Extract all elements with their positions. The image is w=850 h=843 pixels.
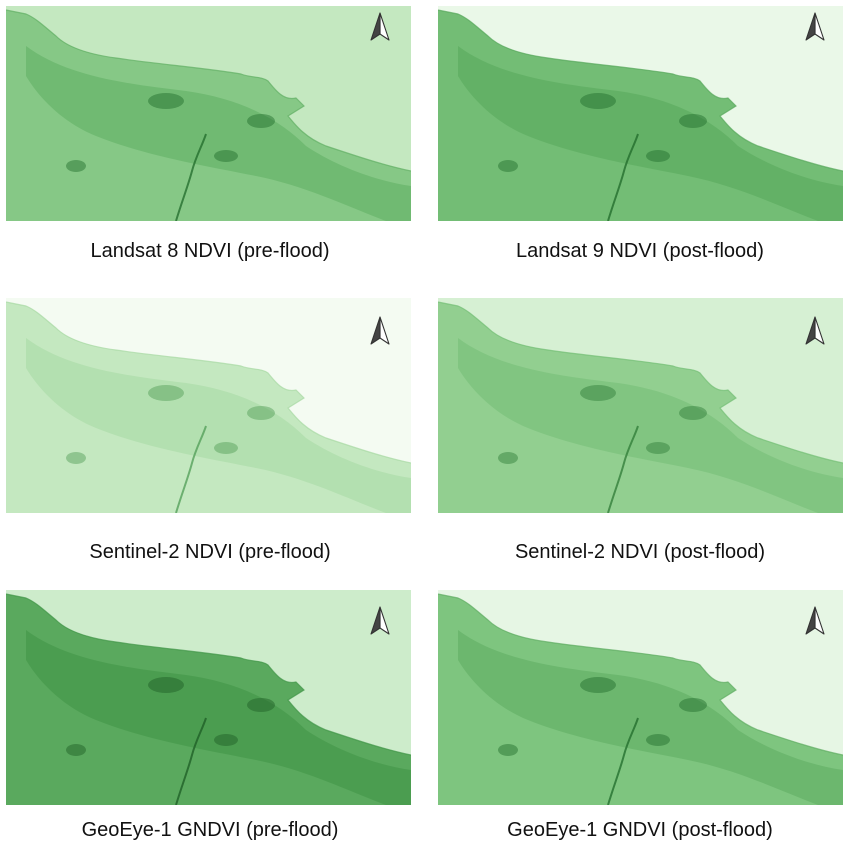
vegetation-patch <box>247 114 275 128</box>
map-caption: GeoEye-1 GNDVI (post-flood) <box>507 819 773 841</box>
coastline <box>6 9 411 172</box>
vegetation-patch <box>148 677 184 693</box>
coastline <box>6 301 411 464</box>
north-arrow-icon <box>370 12 390 41</box>
map-panel-geoeye1-post <box>438 590 843 805</box>
vegetation-patch <box>679 114 707 128</box>
vegetation-patch <box>646 442 670 454</box>
north-arrow-icon <box>805 12 825 41</box>
map-panel-landsat9-post <box>438 6 843 221</box>
north-arrow-icon <box>805 606 825 635</box>
river-line <box>607 133 639 221</box>
sea-area <box>438 298 843 463</box>
urban-area <box>26 46 411 221</box>
vegetation-patch <box>498 744 518 756</box>
sea-area <box>6 6 411 171</box>
sea-area <box>6 298 411 463</box>
sea-area <box>438 590 843 755</box>
vegetation-patch <box>148 385 184 401</box>
vegetation-patch <box>498 160 518 172</box>
ndvi-map <box>6 6 411 221</box>
vegetation-patch <box>646 734 670 746</box>
map-panel-geoeye1-pre <box>6 590 411 805</box>
map-caption: GeoEye-1 GNDVI (pre-flood) <box>81 819 339 841</box>
vegetation-patch <box>66 160 86 172</box>
map-caption: Sentinel-2 NDVI (post-flood) <box>514 541 766 563</box>
map-caption: Sentinel-2 NDVI (pre-flood) <box>89 541 331 563</box>
river-line <box>607 425 639 513</box>
vegetation-patch <box>498 452 518 464</box>
vegetation-patch <box>580 677 616 693</box>
river-line <box>175 717 207 805</box>
urban-area <box>458 46 843 221</box>
vegetation-patch <box>247 698 275 712</box>
coastline <box>6 593 411 756</box>
vegetation-patch <box>148 93 184 109</box>
vegetation-patch <box>214 734 238 746</box>
ndvi-map <box>438 6 843 221</box>
coastline <box>438 9 843 172</box>
coastline <box>438 301 843 464</box>
ndvi-map <box>438 298 843 513</box>
map-panel-landsat8-pre <box>6 6 411 221</box>
river-line <box>607 717 639 805</box>
sea-area <box>6 590 411 755</box>
north-arrow-icon <box>370 316 390 345</box>
river-line <box>175 425 207 513</box>
ndvi-map <box>6 298 411 513</box>
map-caption: Landsat 8 NDVI (pre-flood) <box>90 240 330 262</box>
vegetation-patch <box>679 698 707 712</box>
vegetation-patch <box>66 744 86 756</box>
gndvi-map <box>6 590 411 805</box>
coastline <box>438 593 843 756</box>
vegetation-patch <box>646 150 670 162</box>
map-panel-sentinel2-pre <box>6 298 411 513</box>
urban-area <box>458 630 843 805</box>
vegetation-patch <box>679 406 707 420</box>
vegetation-patch <box>66 452 86 464</box>
north-arrow-icon <box>805 316 825 345</box>
vegetation-patch <box>214 150 238 162</box>
river-line <box>175 133 207 221</box>
gndvi-map <box>438 590 843 805</box>
urban-area <box>26 630 411 805</box>
sea-area <box>438 6 843 171</box>
map-panel-sentinel2-post <box>438 298 843 513</box>
vegetation-patch <box>214 442 238 454</box>
vegetation-patch <box>580 385 616 401</box>
map-caption: Landsat 9 NDVI (post-flood) <box>516 240 764 262</box>
north-arrow-icon <box>370 606 390 635</box>
vegetation-patch <box>247 406 275 420</box>
vegetation-patch <box>580 93 616 109</box>
urban-area <box>26 338 411 513</box>
urban-area <box>458 338 843 513</box>
